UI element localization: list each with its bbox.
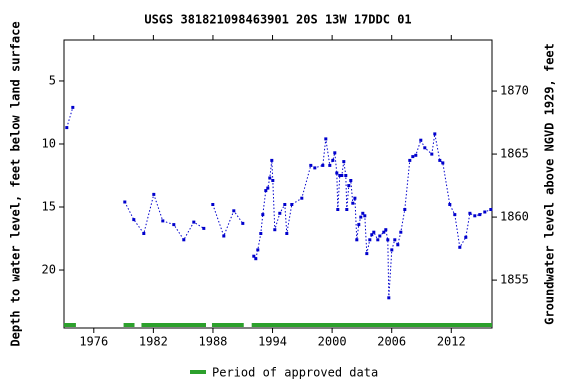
y-tick-label: 15 [42, 200, 56, 214]
approved-period [64, 323, 76, 327]
x-tick-label: 1994 [258, 335, 287, 349]
chart-title: USGS 381821098463901 20S 13W 17DDC 01 [144, 13, 411, 27]
approved-period [141, 323, 207, 327]
y-tick-label: 5 [49, 73, 56, 87]
x-tick-label: 1988 [199, 335, 228, 349]
y-tick-label: 10 [42, 136, 56, 150]
x-tick-label: 2012 [437, 335, 466, 349]
y2-tick-label: 1860 [500, 210, 529, 224]
y2-tick-label: 1865 [500, 147, 529, 161]
y2-axis-label: Groundwater level above NGVD 1929, feet [543, 43, 557, 325]
approved-period [211, 323, 244, 327]
x-tick-label: 1976 [79, 335, 108, 349]
x-tick-label: 2006 [377, 335, 406, 349]
legend-label: Period of approved data [212, 366, 378, 380]
y-tick-label: 20 [42, 263, 56, 277]
y-axis-label: Depth to water level, feet below land su… [9, 21, 23, 346]
approved-period [123, 323, 135, 327]
plot-frame [63, 39, 493, 329]
approved-period [251, 323, 492, 327]
x-tick-label: 2000 [318, 335, 347, 349]
y2-tick-label: 1870 [500, 84, 529, 98]
data-line [67, 107, 491, 297]
x-tick-label: 1982 [139, 335, 168, 349]
y2-tick-label: 1855 [500, 273, 529, 287]
